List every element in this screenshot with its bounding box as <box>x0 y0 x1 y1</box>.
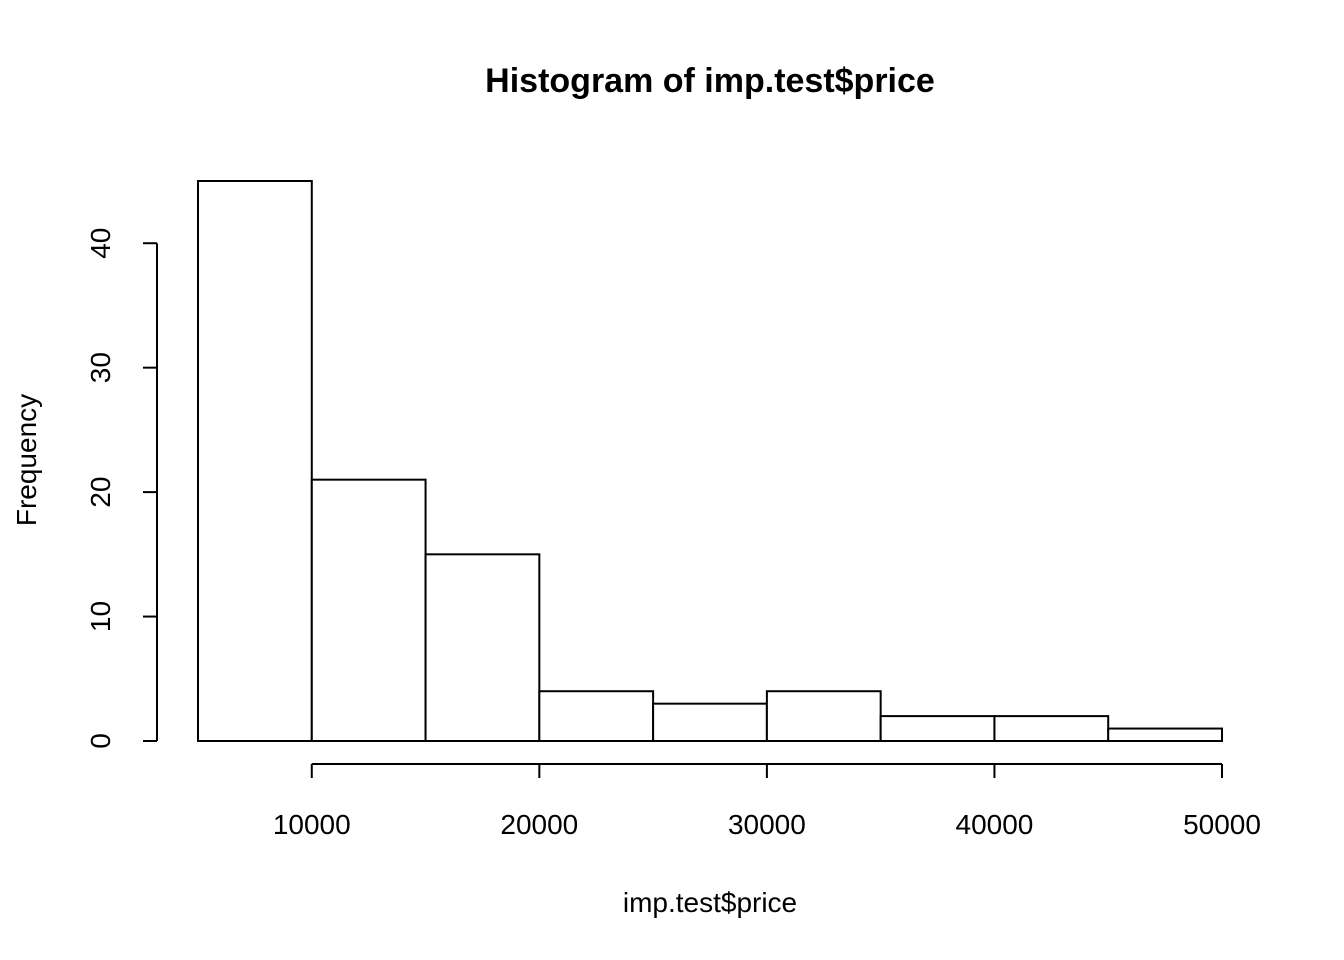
y-tick-label: 0 <box>85 733 116 749</box>
x-axis: 10000 20000 30000 40000 50000 <box>273 763 1261 840</box>
histogram-bar <box>197 180 313 742</box>
bars-group <box>197 180 1223 743</box>
histogram-bar <box>879 715 996 742</box>
y-axis-label: Frequency <box>11 394 42 526</box>
histogram-bar <box>424 553 541 742</box>
y-axis: 0 10 20 30 40 <box>85 228 158 749</box>
histogram-bar <box>1107 727 1223 742</box>
x-axis-label: imp.test$price <box>623 887 797 918</box>
x-tick-label: 40000 <box>956 809 1034 840</box>
x-tick-label: 50000 <box>1183 809 1261 840</box>
histogram-bar <box>310 478 427 742</box>
x-tick-label: 20000 <box>500 809 578 840</box>
histogram-bar <box>765 690 882 743</box>
histogram-bar <box>538 690 655 743</box>
x-tick-label: 30000 <box>728 809 806 840</box>
histogram-bar <box>993 715 1110 742</box>
y-tick-label: 30 <box>85 352 116 383</box>
y-tick-label: 20 <box>85 477 116 508</box>
chart-title: Histogram of imp.test$price <box>485 62 935 100</box>
x-tick-label: 10000 <box>273 809 351 840</box>
histogram-bar <box>652 702 768 743</box>
y-tick-label: 40 <box>85 228 116 259</box>
y-tick-label: 10 <box>85 601 116 632</box>
